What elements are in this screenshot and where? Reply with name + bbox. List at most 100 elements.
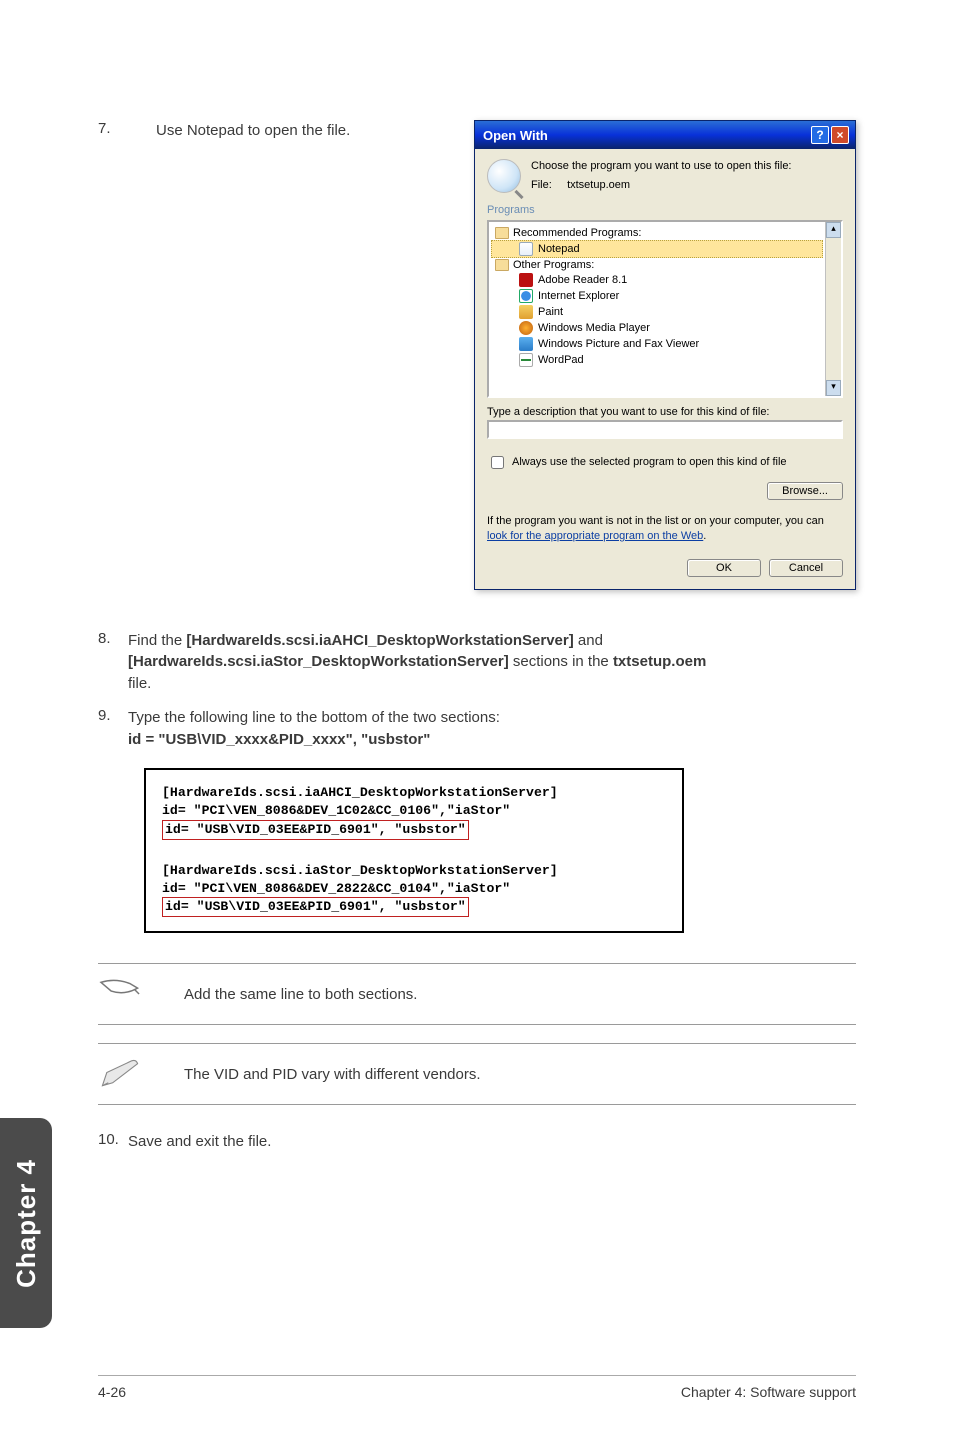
program-wordpad-label: WordPad — [538, 354, 584, 366]
browse-button[interactable]: Browse... — [767, 482, 843, 500]
step7-text: Use Notepad to open the file. — [156, 120, 446, 141]
picture-viewer-icon — [519, 337, 533, 351]
pen-icon — [98, 1056, 158, 1092]
step10-text: Save and exit the file. — [128, 1131, 856, 1153]
program-ie[interactable]: Internet Explorer — [491, 288, 823, 304]
program-notepad-label: Notepad — [538, 243, 580, 255]
magnifier-icon — [487, 159, 521, 193]
openwith-titlebar: Open With ? × — [475, 121, 855, 149]
program-pic[interactable]: Windows Picture and Fax Viewer — [491, 336, 823, 352]
chapter-side-tab: Chapter 4 — [0, 1118, 52, 1328]
code-block: [HardwareIds.scsi.iaAHCI_DesktopWorkstat… — [144, 768, 684, 933]
scroll-up-button[interactable]: ▴ — [826, 222, 841, 238]
program-wmp[interactable]: Windows Media Player — [491, 320, 823, 336]
program-adobe[interactable]: Adobe Reader 8.1 — [491, 272, 823, 288]
page-footer: 4-26 Chapter 4: Software support — [98, 1375, 856, 1400]
file-line: File: txtsetup.oem — [531, 178, 792, 193]
program-ie-label: Internet Explorer — [538, 290, 619, 302]
program-notepad[interactable]: Notepad — [491, 240, 823, 258]
cancel-button[interactable]: Cancel — [769, 559, 843, 577]
note2-band: The VID and PID vary with different vend… — [98, 1043, 856, 1105]
step8-b3: txtsetup.oem — [613, 653, 706, 670]
group-recommended-label: Recommended Programs: — [513, 227, 641, 239]
code-l3: id= "USB\VID_03EE&PID_6901", "usbstor" — [162, 820, 469, 840]
code-l4: [HardwareIds.scsi.iaStor_DesktopWorkstat… — [162, 862, 666, 880]
openwith-title: Open With — [483, 128, 548, 143]
step8-number: 8. — [98, 630, 128, 647]
note1-band: Add the same line to both sections. — [98, 963, 856, 1025]
listbox-scrollbar[interactable]: ▴ ▾ — [825, 222, 841, 396]
openwith-dialog: Open With ? × Choose the program you wan… — [474, 120, 856, 590]
wmp-icon — [519, 321, 533, 335]
paint-icon — [519, 305, 533, 319]
programs-listbox[interactable]: Recommended Programs: Notepad Other Prog… — [487, 220, 843, 398]
scroll-down-button[interactable]: ▾ — [826, 380, 841, 396]
folder-icon — [495, 227, 509, 239]
program-pic-label: Windows Picture and Fax Viewer — [538, 338, 699, 350]
step10-row: 10. Save and exit the file. — [98, 1131, 856, 1153]
note-icon — [98, 976, 158, 1012]
step10-number: 10. — [98, 1131, 128, 1148]
program-paint[interactable]: Paint — [491, 304, 823, 320]
ie-icon — [519, 289, 533, 303]
browse-row: Browse... — [487, 482, 843, 500]
description-input[interactable] — [487, 420, 843, 439]
chapter-side-tab-label: Chapter 4 — [11, 1159, 42, 1288]
step8-t3: sections in the — [509, 653, 613, 670]
step9-row: 9. Type the following line to the bottom… — [98, 707, 856, 751]
always-use-label: Always use the selected program to open … — [512, 456, 787, 468]
footer-page-number: 4-26 — [98, 1384, 126, 1400]
step8-t1: Find the — [128, 632, 186, 649]
ok-button[interactable]: OK — [687, 559, 761, 577]
code-gap — [162, 840, 666, 862]
notepad-icon — [519, 242, 533, 256]
web-note-post: . — [703, 530, 706, 542]
note2-text: The VID and PID vary with different vend… — [184, 1066, 481, 1083]
web-note-link[interactable]: look for the appropriate program on the … — [487, 530, 703, 542]
step9-body: Type the following line to the bottom of… — [128, 707, 856, 751]
openwith-body: Choose the program you want to use to op… — [475, 149, 855, 589]
step9-b1: id = "USB\VID_xxxx&PID_xxxx", "usbstor" — [128, 731, 430, 748]
choose-text: Choose the program you want to use to op… — [531, 159, 792, 174]
code-l5: id= "PCI\VEN_8086&DEV_2822&CC_0104","iaS… — [162, 880, 666, 898]
program-wordpad[interactable]: WordPad — [491, 352, 823, 368]
step7-number: 7. — [98, 120, 128, 137]
code-l2: id= "PCI\VEN_8086&DEV_1C02&CC_0106","iaS… — [162, 802, 666, 820]
description-label: Type a description that you want to use … — [487, 406, 843, 418]
code-l6: id= "USB\VID_03EE&PID_6901", "usbstor" — [162, 897, 469, 917]
programs-section-label: Programs — [487, 204, 843, 216]
programs-list: Recommended Programs: Notepad Other Prog… — [491, 226, 839, 368]
file-label: File: — [531, 179, 552, 191]
step8-b1: [HardwareIds.scsi.iaAHCI_DesktopWorkstat… — [186, 632, 573, 649]
step8-b2: [HardwareIds.scsi.iaStor_DesktopWorkstat… — [128, 653, 509, 670]
step9-t1: Type the following line to the bottom of… — [128, 709, 500, 726]
page: 7. Use Notepad to open the file. Open Wi… — [0, 0, 954, 1438]
group-recommended: Recommended Programs: — [491, 226, 823, 240]
folder-icon — [495, 259, 509, 271]
note1-text: Add the same line to both sections. — [184, 986, 417, 1003]
step8-body: Find the [HardwareIds.scsi.iaAHCI_Deskto… — [128, 630, 856, 695]
program-paint-label: Paint — [538, 306, 563, 318]
step8-row: 8. Find the [HardwareIds.scsi.iaAHCI_Des… — [98, 630, 856, 695]
adobe-icon — [519, 273, 533, 287]
titlebar-buttons: ? × — [811, 126, 849, 144]
always-use-row[interactable]: Always use the selected program to open … — [487, 453, 843, 472]
program-wmp-label: Windows Media Player — [538, 322, 650, 334]
always-use-checkbox[interactable] — [491, 456, 504, 469]
choose-row: Choose the program you want to use to op… — [487, 159, 843, 194]
web-note-pre: If the program you want is not in the li… — [487, 515, 824, 527]
help-button[interactable]: ? — [811, 126, 829, 144]
wordpad-icon — [519, 353, 533, 367]
step7-row: 7. Use Notepad to open the file. Open Wi… — [98, 120, 856, 590]
ok-row: OK Cancel — [487, 559, 843, 577]
step8-t2: and — [574, 632, 603, 649]
group-other: Other Programs: — [491, 258, 823, 272]
code-l1: [HardwareIds.scsi.iaAHCI_DesktopWorkstat… — [162, 784, 666, 802]
file-value: txtsetup.oem — [567, 179, 630, 191]
close-button[interactable]: × — [831, 126, 849, 144]
footer-chapter-title: Chapter 4: Software support — [681, 1384, 856, 1400]
step9-number: 9. — [98, 707, 128, 724]
web-note: If the program you want is not in the li… — [487, 514, 843, 545]
group-other-label: Other Programs: — [513, 259, 594, 271]
program-adobe-label: Adobe Reader 8.1 — [538, 274, 627, 286]
